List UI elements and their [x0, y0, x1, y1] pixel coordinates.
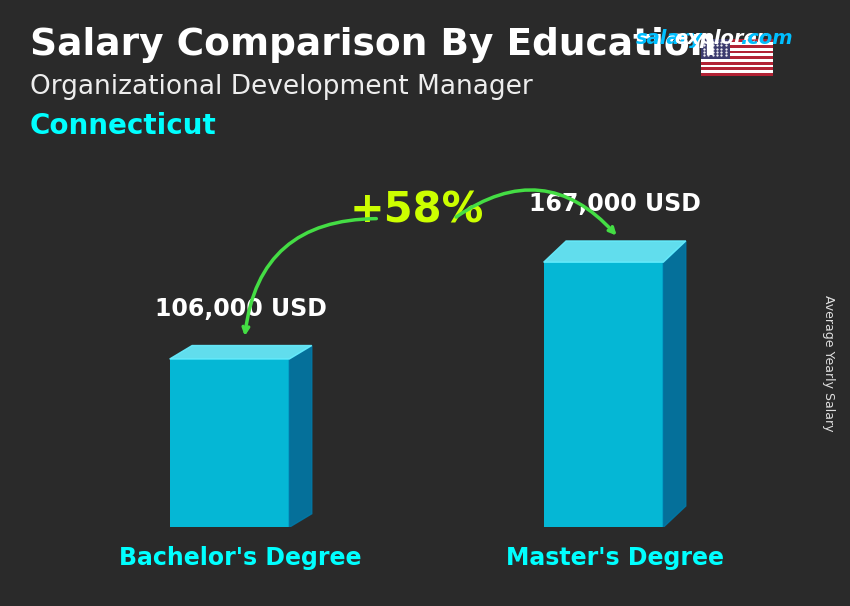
Bar [701, 50, 774, 53]
Bar [701, 65, 774, 67]
Polygon shape [544, 241, 686, 262]
Text: 106,000 USD: 106,000 USD [155, 296, 326, 321]
Bar [701, 73, 774, 76]
Bar [701, 42, 774, 45]
Bar [701, 48, 774, 50]
Text: Salary Comparison By Education: Salary Comparison By Education [30, 27, 716, 63]
Text: Connecticut: Connecticut [30, 112, 217, 140]
Bar [701, 56, 774, 59]
Text: Master's Degree: Master's Degree [506, 545, 723, 570]
Bar [701, 70, 774, 73]
Text: 167,000 USD: 167,000 USD [529, 192, 700, 216]
Polygon shape [663, 241, 686, 527]
Bar [701, 39, 774, 42]
Text: +58%: +58% [349, 189, 484, 231]
Bar [170, 359, 289, 527]
Polygon shape [170, 345, 312, 359]
Bar [544, 262, 663, 527]
Text: Organizational Development Manager: Organizational Development Manager [30, 74, 532, 100]
Text: Average Yearly Salary: Average Yearly Salary [822, 295, 836, 432]
Bar [701, 59, 774, 62]
Bar [701, 62, 774, 65]
Text: Bachelor's Degree: Bachelor's Degree [120, 545, 362, 570]
Bar [701, 53, 774, 56]
Bar [701, 39, 730, 59]
Text: explorer: explorer [674, 29, 767, 48]
Bar [701, 67, 774, 70]
Text: salary: salary [636, 29, 703, 48]
Polygon shape [289, 345, 312, 527]
Bar [701, 45, 774, 48]
Text: .com: .com [740, 29, 793, 48]
